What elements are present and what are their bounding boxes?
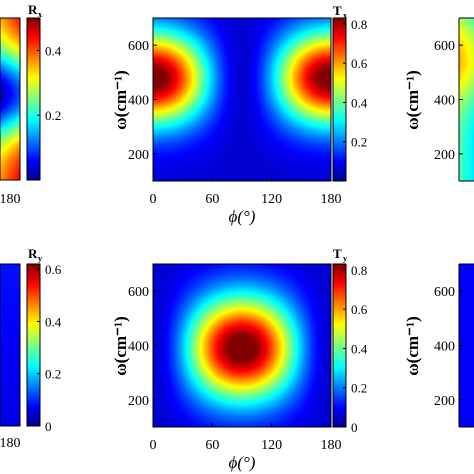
x-tick-label: 180 (0, 436, 21, 451)
panel-top-middle: 0 60 120 180 200 400 600 ϕ(°) ω(cm⁻¹) T x 0.2 0… (111, 3, 368, 226)
y-tick-label: 400 (128, 340, 149, 355)
x-tick-label: 180 (0, 192, 21, 207)
colorbar-label-sub: y (343, 254, 347, 263)
colorbar-label-sub: x (343, 11, 347, 20)
y-axis-label: ω(cm⁻¹) (111, 316, 130, 376)
colorbar-tick-label: 0.6 (351, 56, 368, 71)
colorbar-tick-label: 0.4 (45, 314, 62, 329)
panel-top-right: 200 400 600 ω(cm⁻¹) (403, 17, 474, 182)
x-tick-label: 0 (150, 192, 157, 207)
y-axis-label: ω(cm⁻¹) (403, 316, 422, 376)
colorbar-bottom-middle (332, 263, 347, 428)
x-axis-label: ϕ(°) (229, 453, 256, 472)
colorbar-tick-label: 0.4 (351, 95, 368, 110)
colorbar-tick-label: 0.2 (351, 381, 367, 396)
colorbar-tick-label: 0.6 (45, 262, 62, 277)
y-tick-label: 400 (434, 340, 455, 355)
panel-bottom-right: 200 400 600 ω(cm⁻¹) (403, 263, 474, 428)
y-tick-label: 600 (128, 39, 149, 54)
y-tick-label: 200 (434, 394, 455, 409)
y-tick-label: 200 (128, 394, 149, 409)
x-tick-label: 120 (261, 438, 282, 453)
colorbar-top-middle (332, 17, 347, 182)
y-tick-label: 200 (434, 148, 455, 163)
heatmap-bottom-left (0, 264, 20, 426)
colorbar-tick-label: 0.4 (351, 341, 368, 356)
colorbar-label: R (28, 2, 38, 17)
x-tick-label: 180 (321, 438, 342, 453)
heatmap-bottom-middle (153, 264, 331, 427)
colorbar-tick-label: 0 (45, 419, 52, 434)
colorbar-tick-label: 0.8 (351, 17, 367, 32)
colorbar-bottom-left (26, 263, 41, 427)
colorbar-tick-label: 0.2 (45, 367, 61, 382)
colorbar-tick-label: 0.8 (351, 263, 367, 278)
colorbar-tick-label: 0.2 (45, 108, 61, 123)
x-tick-label: 60 (205, 438, 219, 453)
colorbar-tick-label: 0 (351, 420, 358, 435)
x-tick-label: 60 (205, 192, 219, 207)
y-axis-label: ω(cm⁻¹) (111, 70, 130, 130)
colorbar-top-left (26, 17, 41, 181)
heatmap-top-middle (153, 18, 331, 181)
y-axis-label: ω(cm⁻¹) (403, 70, 422, 130)
x-tick-label: 0 (150, 438, 157, 453)
y-tick-label: 600 (434, 39, 455, 54)
x-axis-label: ϕ(°) (229, 207, 256, 226)
colorbar-label: T (333, 3, 342, 18)
y-tick-label: 200 (128, 148, 149, 163)
colorbar-label-sub: x (38, 10, 42, 19)
panel-bottom-left: 180 R y 0 0.2 0.4 0.6 (0, 246, 62, 451)
colorbar-label: R (28, 246, 38, 261)
y-tick-label: 600 (434, 285, 455, 300)
heatmap-top-right (459, 18, 474, 181)
heatmap-top-left (0, 18, 20, 180)
colorbar-label-sub: y (38, 254, 42, 263)
panel-top-left: 180 R x 0.2 0.4 (0, 2, 62, 207)
colorbar-tick-label: 0.4 (45, 43, 62, 58)
colorbar-tick-label: 0.2 (351, 135, 367, 150)
x-tick-label: 120 (261, 192, 282, 207)
heatmap-bottom-right (459, 264, 474, 427)
x-tick-label: 180 (321, 192, 342, 207)
y-tick-label: 400 (128, 94, 149, 109)
colorbar-label: T (333, 246, 342, 261)
y-tick-label: 400 (434, 94, 455, 109)
y-tick-label: 600 (128, 285, 149, 300)
panel-bottom-middle: 0 60 120 180 200 400 600 ϕ(°) ω(cm⁻¹) T y 0 0.2… (111, 246, 368, 472)
colorbar-tick-label: 0.6 (351, 302, 368, 317)
